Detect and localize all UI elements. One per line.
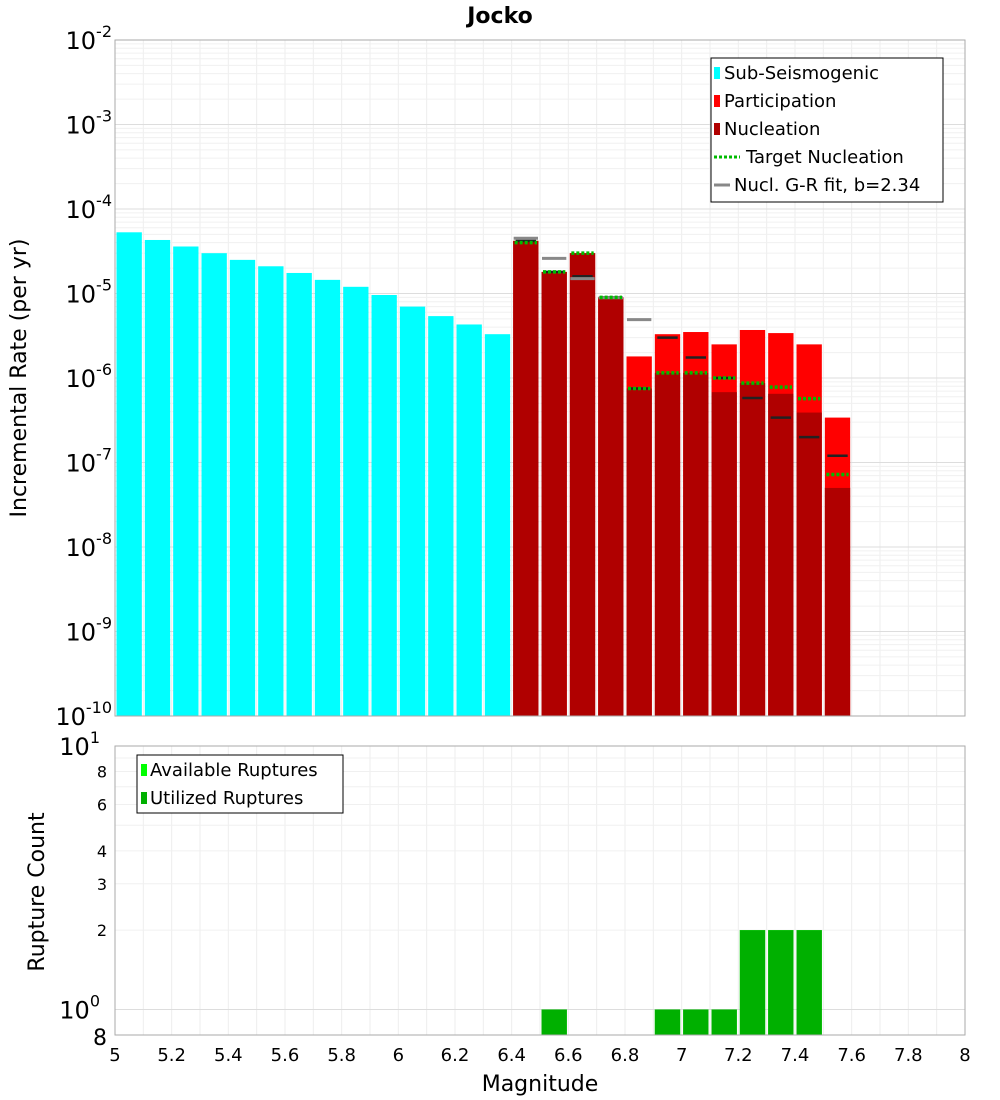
x-tick-label: 6.2 <box>441 1045 470 1066</box>
bar-sub-seismogenic <box>428 316 454 716</box>
legend-swatch-utilized <box>141 792 147 804</box>
x-tick-label: 7 <box>676 1045 687 1066</box>
bar-utilized <box>796 930 822 1035</box>
y-tick-label-count-major: 100 <box>59 991 100 1024</box>
x-tick-label: 7.8 <box>894 1045 923 1066</box>
legend-swatch-nucleation <box>714 123 720 135</box>
bar-sub-seismogenic <box>116 232 142 716</box>
legend-label-participation: Participation <box>724 91 836 112</box>
bar-sub-seismogenic <box>343 286 369 716</box>
legend-rate: Sub-Seismogenic Participation Nucleation… <box>710 57 944 203</box>
legend-swatch-sub-seismogenic <box>714 67 720 79</box>
x-tick-label: 5.8 <box>327 1045 356 1066</box>
bar-utilized <box>739 930 766 1035</box>
bar-nucleation <box>711 392 737 716</box>
bar-utilized <box>541 1009 567 1035</box>
bar-sub-seismogenic <box>286 272 312 716</box>
bar-utilized <box>683 1009 709 1035</box>
y-axis-label-count: Rupture Count <box>25 812 50 972</box>
rate-panel: 10-10 10-9 10-8 10-7 10-6 10-5 10-4 10-3 10-2 Jo… <box>7 4 966 731</box>
x-tick-label: 5.6 <box>271 1045 300 1066</box>
x-tick-label: 7.6 <box>837 1045 866 1066</box>
y-tick-label-count-major: 101 <box>59 728 100 761</box>
bar-sub-seismogenic <box>456 324 482 716</box>
x-tick-label: 6.6 <box>554 1045 583 1066</box>
x-axis-label: Magnitude <box>482 1072 599 1097</box>
bar-utilized <box>768 930 794 1035</box>
bar-sub-seismogenic <box>484 334 511 716</box>
bar-sub-seismogenic <box>371 294 397 716</box>
x-tick-label: 5 <box>109 1045 120 1066</box>
bar-sub-seismogenic <box>258 266 284 716</box>
y-axis-label-rate: Incremental Rate (per yr) <box>7 239 32 518</box>
legend-swatch-available <box>141 764 147 776</box>
x-tick-label: 7.2 <box>724 1045 753 1066</box>
y-tick-label-count: 3 <box>97 875 107 894</box>
legend-count: Available Ruptures Utilized Ruptures <box>136 754 344 814</box>
legend-label-nucleation: Nucleation <box>724 119 820 140</box>
x-tick-label: 5.4 <box>214 1045 243 1066</box>
bar-sub-seismogenic <box>314 279 341 716</box>
legend-label-gr-fit: Nucl. G-R fit, b=2.34 <box>734 175 920 196</box>
bar-sub-seismogenic <box>399 306 426 716</box>
bar-nucleation <box>541 271 567 716</box>
legend-label-utilized: Utilized Ruptures <box>150 788 303 809</box>
bar-nucleation <box>739 383 766 716</box>
y-tick-label-rate: 10-8 <box>66 529 113 562</box>
chart-title: Jocko <box>465 4 533 29</box>
y-tick-label-rate: 10-2 <box>66 22 113 55</box>
bar-utilized <box>654 1009 681 1035</box>
y-tick-label-rate: 10-3 <box>66 107 113 140</box>
legend-label-target-nucleation: Target Nucleation <box>745 147 904 168</box>
bar-nucleation <box>598 297 624 716</box>
x-tick-label: 6 <box>393 1045 404 1066</box>
legend-label-available: Available Ruptures <box>150 760 318 781</box>
y-tick-label-rate: 10-5 <box>66 276 113 309</box>
bar-nucleation <box>654 372 681 716</box>
legend-label-sub-seismogenic: Sub-Seismogenic <box>724 63 879 84</box>
bar-nucleation <box>768 393 794 716</box>
bar-nucleation <box>513 240 539 716</box>
x-tick-label: 8 <box>959 1045 970 1066</box>
y-tick-label-count: 2 <box>97 921 107 940</box>
bar-sub-seismogenic <box>173 246 199 716</box>
legend-swatch-participation <box>714 95 720 107</box>
y-tick-label-count: 4 <box>97 842 107 861</box>
y-tick-label-count-bottom: 8 <box>93 1026 107 1051</box>
y-tick-label-rate: 10-9 <box>66 614 113 647</box>
bar-nucleation <box>683 372 709 716</box>
bar-utilized <box>711 1009 737 1035</box>
x-tick-label: 7.4 <box>781 1045 810 1066</box>
y-tick-label-count: 6 <box>97 795 107 814</box>
bar-nucleation <box>796 412 822 716</box>
y-tick-label-rate: 10-6 <box>66 360 113 393</box>
bar-sub-seismogenic <box>144 239 171 716</box>
y-tick-label-rate: 10-10 <box>55 698 112 731</box>
bar-nucleation <box>626 388 652 716</box>
x-tick-label: 6.4 <box>497 1045 526 1066</box>
bar-nucleation <box>569 253 596 716</box>
bar-sub-seismogenic <box>229 259 256 716</box>
bar-nucleation <box>824 487 851 716</box>
y-tick-label-rate: 10-4 <box>66 191 113 224</box>
bar-sub-seismogenic <box>201 253 227 716</box>
y-tick-label-count: 8 <box>97 763 107 782</box>
x-tick-label: 5.2 <box>157 1045 186 1066</box>
y-tick-label-rate: 10-7 <box>66 445 113 478</box>
x-tick-label: 6.8 <box>611 1045 640 1066</box>
